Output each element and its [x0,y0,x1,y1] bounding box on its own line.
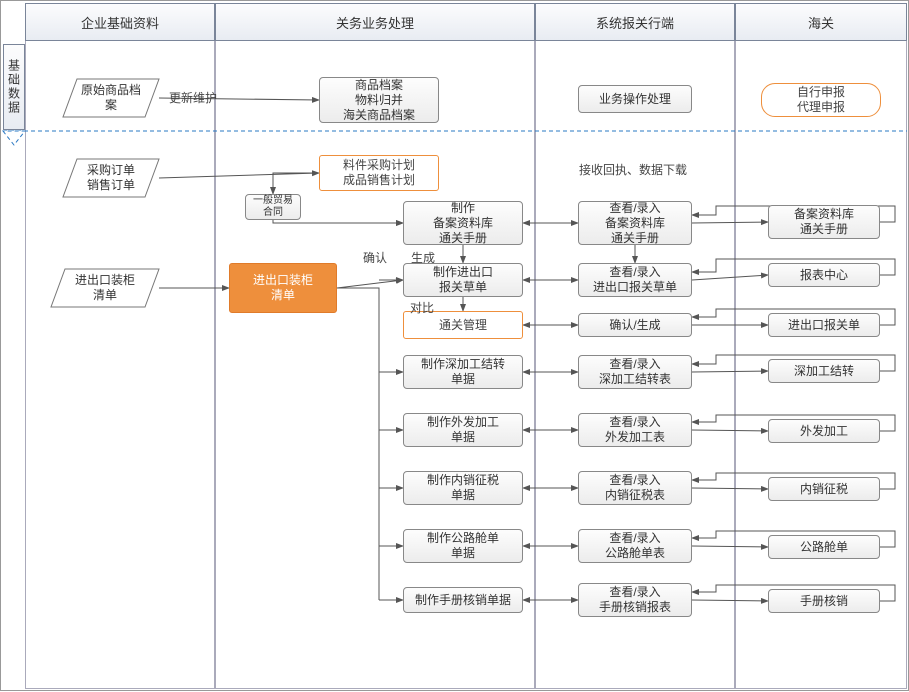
node-c_deep: 深加工结转 [768,359,880,383]
node-c_out: 外发加工 [768,419,880,443]
node-make_deep: 制作深加工结转单据 [403,355,523,389]
node-orig_goods: 原始商品档案 [63,79,159,117]
node-make_cancel: 制作手册核销单据 [403,587,523,613]
lane-header-col3: 系统报关行端 [535,3,735,41]
node-view_cancel: 查看/录入手册核销报表 [578,583,692,617]
node-contract: 一般贸易合同 [245,194,301,220]
lane-header-col4: 海关 [735,3,907,41]
node-sys_op: 业务操作处理 [578,85,692,113]
sidebar-label: 基础数据 [3,44,25,130]
node-make_road: 制作公路舱单单据 [403,529,523,563]
swimlane-diagram: 基础数据企业基础资料关务业务处理系统报关行端海关原始商品档案采购订单销售订单进出… [0,0,909,691]
node-view_deep: 查看/录入深加工结转表 [578,355,692,389]
node-make_dom: 制作内销征税单据 [403,471,523,505]
node-packlist: 进出口装柜清单 [229,263,337,313]
node-plan: 料件采购计划成品销售计划 [319,155,439,191]
node-confirm_gen: 确认/生成 [578,313,692,337]
node-archives: 商品档案物料归并海关商品档案 [319,77,439,123]
node-view_out: 查看/录入外发加工表 [578,413,692,447]
lane-header-col2: 关务业务处理 [215,3,535,41]
label-updateMaintain: 更新维护 [169,89,217,106]
node-c_cancel: 手册核销 [768,589,880,613]
label-compare: 对比 [410,299,434,316]
node-view_bk: 查看/录入备案资料库通关手册 [578,201,692,245]
node-c_dom: 内销征税 [768,477,880,501]
node-make_decl: 制作进出口报关草单 [403,263,523,297]
label-recvDownload: 接收回执、数据下载 [579,161,687,178]
node-make_bk: 制作备案资料库通关手册 [403,201,523,245]
node-make_out: 制作外发加工单据 [403,413,523,447]
node-c_road: 公路舱单 [768,535,880,559]
lane-body-col1 [25,41,215,689]
lane-header-col1: 企业基础资料 [25,3,215,41]
node-view_decl: 查看/录入进出口报关草单 [578,263,692,297]
label-confirm: 确认 [363,249,387,266]
node-view_dom: 查看/录入内销征税表 [578,471,692,505]
node-po_so: 采购订单销售订单 [63,159,159,197]
node-view_road: 查看/录入公路舱单表 [578,529,692,563]
label-generate: 生成 [411,249,435,266]
node-c_decl: 进出口报关单 [768,313,880,337]
node-container: 进出口装柜清单 [51,269,159,307]
node-self_decl: 自行申报代理申报 [761,83,881,117]
node-c_bk: 备案资料库通关手册 [768,205,880,239]
node-c_report: 报表中心 [768,263,880,287]
